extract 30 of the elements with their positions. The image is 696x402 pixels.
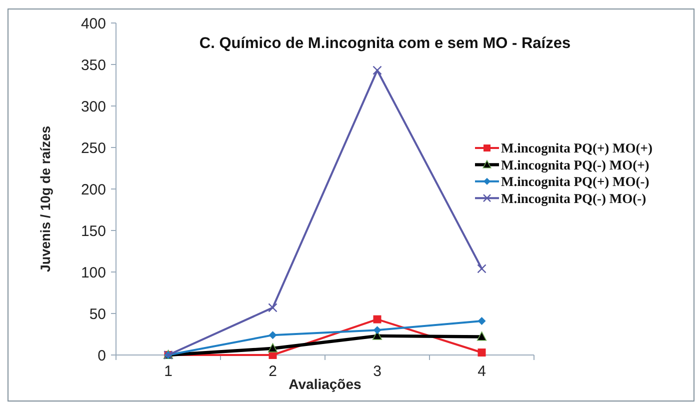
point (478, 348, 486, 357)
y-tick-label: 50 (89, 306, 106, 323)
point (477, 264, 486, 274)
x-axis-title: Avaliações (288, 376, 362, 392)
point (372, 66, 382, 75)
point (478, 316, 486, 325)
y-tick-label: 150 (80, 222, 106, 240)
y-tick-label: 400 (80, 15, 106, 32)
y-tick-label: 300 (80, 98, 106, 116)
y-tick-label: 200 (80, 181, 106, 198)
y-tick-label: 250 (80, 140, 106, 157)
y-axis-title: Juvenis / 10g de raízes (38, 126, 53, 272)
point (476, 332, 487, 341)
y-tick-label: 100 (80, 264, 106, 282)
point (268, 343, 278, 352)
y-tick-label: 350 (80, 56, 106, 74)
y-tick-label: 0 (98, 347, 106, 364)
legend-label: M.incognita PQ(+) MO(-) (501, 174, 650, 190)
point (268, 331, 277, 340)
point (373, 315, 382, 324)
text: C. Químico de M.incognita com e sem MO - Raízes (199, 35, 571, 52)
point (268, 303, 278, 312)
x-tick-label: 1 (164, 363, 172, 380)
legend-label: M.incognita PQ(-) MO(+) (501, 157, 650, 172)
x-tick-label: 4 (478, 363, 486, 380)
x-tick-label: 2 (268, 363, 277, 380)
legend-label: M.incognita PQ(+) MO(+) (501, 140, 652, 156)
x-tick-label: 3 (373, 363, 382, 380)
legend-label: M.incognita PQ(-) MO(-) (501, 190, 646, 206)
point (373, 326, 382, 334)
